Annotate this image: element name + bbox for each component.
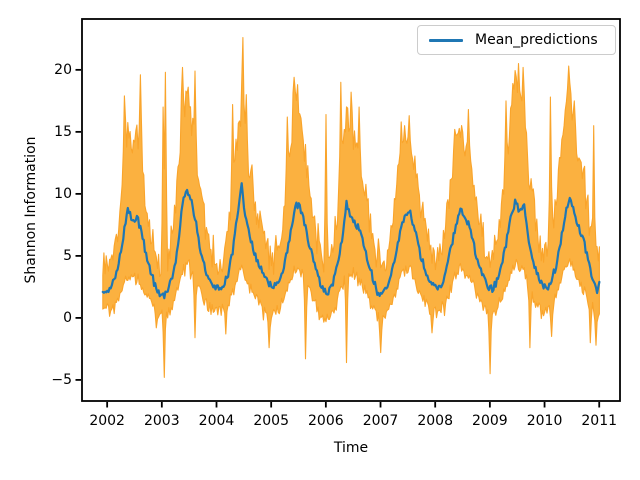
x-tick-label: 2005	[253, 413, 289, 429]
y-tick-label: −5	[51, 371, 72, 388]
legend: Mean_predictions	[417, 25, 616, 55]
x-tick-label: 2010	[526, 413, 563, 429]
x-tick-label: 2006	[308, 413, 344, 429]
x-tick-label: 2011	[581, 413, 618, 429]
y-tick-label: 5	[63, 247, 72, 264]
x-tick-label: 2009	[472, 413, 508, 429]
legend-line-sample	[429, 38, 463, 42]
y-tick-label: 0	[63, 309, 72, 326]
y-tick-label: 10	[54, 185, 72, 202]
x-tick-label: 2004	[198, 413, 235, 429]
y-tick-label: 15	[54, 123, 72, 140]
y-tick-label: 20	[54, 61, 72, 78]
x-tick-label: 2008	[417, 413, 453, 429]
axes-frame	[81, 18, 621, 402]
x-tick-label: 2002	[89, 413, 125, 429]
confidence-band	[102, 37, 600, 378]
legend-label: Mean_predictions	[475, 32, 598, 48]
x-tick-label: 2007	[362, 413, 399, 429]
x-axis-label: Time	[333, 440, 369, 456]
y-axis-label: Shannon Information	[23, 136, 39, 284]
mean-line	[101, 182, 601, 300]
x-tick-label: 2003	[143, 413, 180, 429]
